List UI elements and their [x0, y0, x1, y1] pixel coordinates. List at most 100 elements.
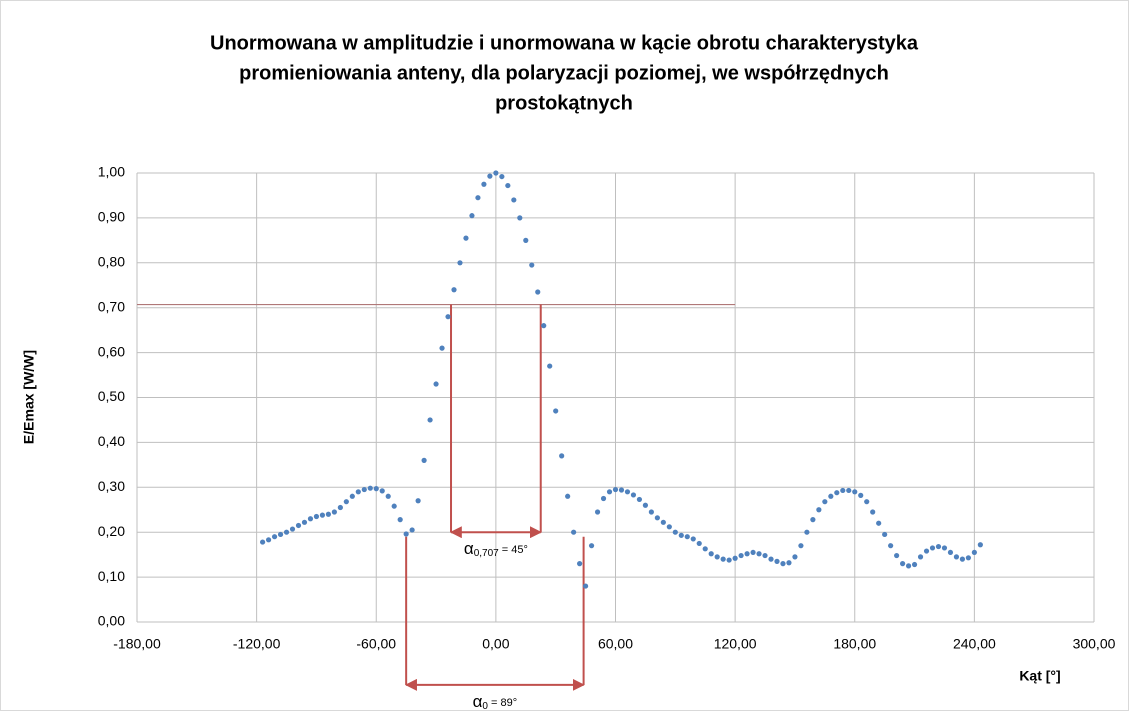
data-point: [714, 554, 720, 560]
data-point: [349, 493, 355, 499]
data-point: [894, 552, 900, 559]
data-point: [493, 170, 499, 176]
data-point: [463, 235, 469, 241]
data-point: [642, 502, 649, 508]
data-point: [553, 408, 559, 414]
x-tick-label: -60,00: [356, 636, 396, 652]
data-point: [876, 520, 882, 526]
y-axis-label: E/Emax [W/W]: [21, 350, 37, 444]
annotation-text: = 89°: [488, 697, 517, 709]
data-point: [965, 555, 971, 561]
data-point: [606, 489, 613, 495]
data-point: [852, 489, 858, 495]
chart-title: promieniowania anteny, dla polaryzacji p…: [239, 62, 889, 84]
data-point: [870, 509, 876, 515]
data-point: [947, 549, 954, 556]
annotation-subscript: 0,707: [474, 548, 499, 559]
data-point: [816, 507, 822, 513]
data-point: [804, 529, 810, 535]
annotation-symbol: α: [473, 692, 483, 711]
data-point: [738, 552, 744, 559]
data-point: [541, 323, 547, 329]
data-point: [654, 515, 660, 521]
data-point: [678, 532, 684, 538]
data-point: [535, 289, 541, 295]
y-tick-label: 1,00: [98, 164, 125, 180]
data-point: [917, 554, 924, 560]
data-point: [373, 486, 379, 492]
data-point: [331, 509, 337, 515]
data-point: [750, 549, 756, 556]
data-point: [487, 173, 493, 179]
chart-title: Unormowana w amplitudzie i unormowana w …: [210, 32, 919, 54]
data-point: [762, 552, 768, 559]
data-point: [612, 486, 619, 493]
data-point: [786, 560, 792, 566]
data-point: [367, 485, 373, 491]
data-point: [971, 549, 977, 556]
data-point: [403, 531, 409, 537]
annotation-subscript: 0: [482, 701, 488, 711]
data-point: [768, 556, 774, 562]
y-tick-label: 0,50: [98, 388, 125, 404]
x-tick-label: 180,00: [833, 636, 876, 652]
data-point: [888, 543, 894, 549]
x-axis-label: Kąt [°]: [1019, 668, 1060, 684]
data-point: [618, 487, 625, 493]
data-point: [433, 381, 439, 387]
data-point: [427, 417, 433, 423]
data-point: [588, 543, 595, 549]
data-point: [337, 504, 343, 511]
data-point: [732, 555, 738, 561]
annotation-label: α0 = 89°: [473, 692, 518, 711]
y-tick-label: 0,30: [98, 478, 125, 494]
x-tick-label: 300,00: [1073, 636, 1116, 652]
data-point: [630, 492, 637, 498]
data-point: [571, 529, 577, 535]
data-point: [690, 536, 696, 542]
data-point: [882, 531, 888, 538]
data-point: [708, 551, 714, 557]
data-point: [517, 215, 523, 221]
data-point: [577, 561, 583, 567]
data-point: [439, 345, 445, 351]
data-point: [343, 499, 349, 505]
data-point: [265, 537, 272, 543]
data-point: [307, 516, 314, 522]
x-tick-label: 240,00: [953, 636, 996, 652]
x-tick-label: 0,00: [482, 636, 509, 652]
annotation-label: α0,707 = 45°: [464, 540, 528, 559]
data-point: [672, 529, 678, 535]
data-point: [445, 314, 451, 320]
data-point: [301, 519, 308, 525]
data-point: [421, 457, 427, 463]
data-point: [911, 561, 918, 568]
data-point: [469, 213, 475, 219]
data-point: [271, 534, 278, 540]
data-point: [900, 561, 906, 567]
data-point: [511, 197, 517, 203]
data-point: [923, 548, 930, 554]
chart-title: prostokątnych: [495, 92, 633, 114]
data-point: [457, 260, 463, 266]
data-point: [385, 493, 391, 499]
data-point: [822, 499, 828, 505]
data-point: [505, 182, 511, 189]
x-tick-label: -180,00: [113, 636, 161, 652]
y-tick-label: 0,00: [98, 613, 125, 629]
annotation-symbol: α: [464, 540, 474, 559]
data-point: [499, 173, 505, 180]
x-tick-label: 60,00: [598, 636, 633, 652]
data-point: [977, 542, 983, 548]
data-point: [774, 558, 780, 564]
data-point: [846, 487, 852, 494]
data-point: [283, 529, 290, 535]
data-point: [666, 524, 672, 530]
data-point: [565, 493, 571, 499]
data-point: [451, 287, 457, 293]
y-tick-label: 0,70: [98, 298, 125, 314]
data-point: [361, 486, 367, 493]
data-point: [929, 545, 936, 551]
